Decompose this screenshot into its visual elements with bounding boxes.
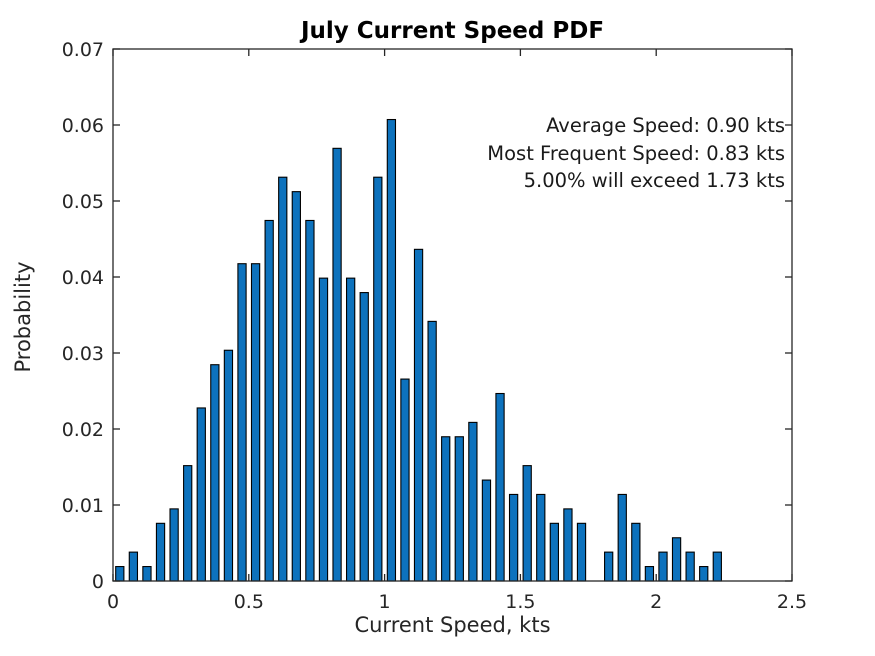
plot-border: [112, 48, 793, 582]
x-tick-label: 2.5: [777, 591, 807, 613]
histogram-bar: [169, 508, 179, 582]
y-tick-label: 0.02: [62, 419, 104, 441]
histogram-bar: [318, 277, 329, 582]
y-tick-label: 0.03: [62, 343, 104, 365]
y-tick-label: 0.07: [62, 39, 104, 61]
histogram-bar: [712, 551, 722, 582]
histogram-bar: [468, 421, 478, 582]
x-tick-label: 0: [107, 591, 119, 613]
histogram-bar: [155, 522, 166, 582]
annotation-most-frequent-speed: Most Frequent Speed: 0.83 kts: [487, 141, 785, 165]
histogram-bar: [386, 118, 397, 582]
histogram-bar: [563, 508, 573, 582]
histogram-bar: [115, 566, 125, 582]
histogram-bar: [142, 566, 152, 582]
y-axis-label: Probability: [11, 261, 35, 373]
annotation-block: Average Speed: 0.90 kts Most Frequent Sp…: [487, 112, 785, 195]
histogram-bar: [685, 551, 695, 582]
x-tick-label: 2: [650, 591, 662, 613]
histogram-bar: [549, 522, 559, 582]
y-tick-label: 0: [92, 571, 104, 593]
histogram-bar: [495, 392, 505, 582]
histogram-bar: [604, 551, 614, 582]
y-tick-label: 0.06: [62, 115, 104, 137]
x-tick-label: 0.5: [234, 591, 264, 613]
histogram-bar: [400, 378, 410, 582]
x-tick-label: 1.5: [505, 591, 535, 613]
histogram-bar: [237, 263, 247, 582]
annotation-exceedance-speed: 5.00% will exceed 1.73 kts: [523, 169, 785, 192]
y-tick-label: 0.04: [62, 267, 104, 289]
histogram-bar: [183, 465, 193, 582]
histogram-bar: [210, 364, 220, 582]
histogram-bar: [671, 537, 682, 582]
histogram-bar: [305, 219, 315, 582]
x-tick-label: 1: [379, 591, 391, 613]
histogram-bar: [332, 147, 342, 582]
histogram-bar: [631, 522, 641, 582]
histogram-bar: [291, 191, 301, 582]
histogram-bar: [617, 493, 627, 582]
histogram-bar: [345, 277, 356, 582]
histogram-bar: [481, 479, 492, 582]
histogram-bar: [644, 566, 655, 582]
x-axis-label: Current Speed, kts: [354, 613, 551, 637]
histogram-bar: [128, 551, 139, 582]
chart-title: July Current Speed PDF: [300, 18, 605, 44]
histogram-bar: [250, 263, 261, 582]
histogram-bar: [699, 566, 709, 582]
histogram-bar: [508, 493, 519, 582]
histogram-bar: [196, 407, 206, 582]
histogram-bar: [536, 493, 546, 582]
histogram-bar: [522, 465, 532, 582]
histogram-bar: [278, 176, 288, 582]
histogram-bar: [427, 320, 437, 582]
annotation-average-speed: Average Speed: 0.90 kts: [546, 114, 785, 137]
histogram-bar: [454, 436, 464, 582]
y-tick-label: 0.05: [62, 191, 104, 213]
histogram-bar: [413, 248, 424, 582]
histogram-bar: [373, 176, 383, 582]
histogram-bar: [576, 522, 587, 582]
histogram-bar: [223, 349, 234, 582]
y-tick-label: 0.01: [62, 495, 104, 517]
histogram-bar: [441, 436, 451, 582]
histogram-bar: [658, 551, 668, 582]
histogram-bar: [264, 219, 274, 582]
histogram-bar: [359, 292, 369, 582]
